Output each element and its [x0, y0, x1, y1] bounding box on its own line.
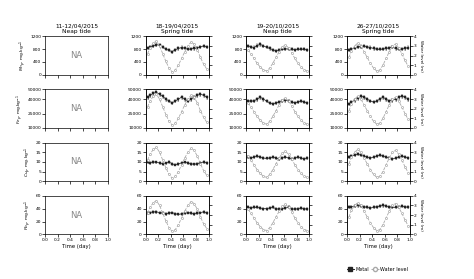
Text: NA: NA [71, 51, 82, 60]
X-axis label: Time (day): Time (day) [163, 244, 191, 249]
Y-axis label: $Cu_p$, mg.kg$^{-1}$: $Cu_p$, mg.kg$^{-1}$ [23, 146, 34, 177]
Y-axis label: Water level (m): Water level (m) [419, 199, 423, 231]
Y-axis label: $Pb_p$, mg.kg$^{-1}$: $Pb_p$, mg.kg$^{-1}$ [23, 200, 34, 230]
Title: 18-19/04/2015
Spring tide: 18-19/04/2015 Spring tide [155, 23, 199, 35]
Text: NA: NA [71, 104, 82, 113]
Text: NA: NA [71, 157, 82, 166]
Title: 19-20/10/2015
Neap tide: 19-20/10/2015 Neap tide [256, 23, 300, 35]
Y-axis label: Water level (m): Water level (m) [419, 93, 423, 125]
Text: NA: NA [71, 211, 82, 220]
Title: 11-12/04/2015
Neap tide: 11-12/04/2015 Neap tide [55, 23, 98, 35]
Y-axis label: Water level (m): Water level (m) [419, 146, 423, 178]
X-axis label: Time (day): Time (day) [264, 244, 292, 249]
Y-axis label: $Fe_p$, mg.kg$^{-1}$: $Fe_p$, mg.kg$^{-1}$ [15, 94, 26, 124]
X-axis label: Time (day): Time (day) [62, 244, 91, 249]
Y-axis label: $Mn_p$, mg.kg$^{-1}$: $Mn_p$, mg.kg$^{-1}$ [18, 40, 29, 71]
Title: 26-27/10/2015
Spring tide: 26-27/10/2015 Spring tide [357, 23, 400, 35]
Y-axis label: Water level (m): Water level (m) [419, 40, 423, 71]
X-axis label: Time (day): Time (day) [364, 244, 393, 249]
Legend: Metal, Water level: Metal, Water level [345, 265, 410, 274]
